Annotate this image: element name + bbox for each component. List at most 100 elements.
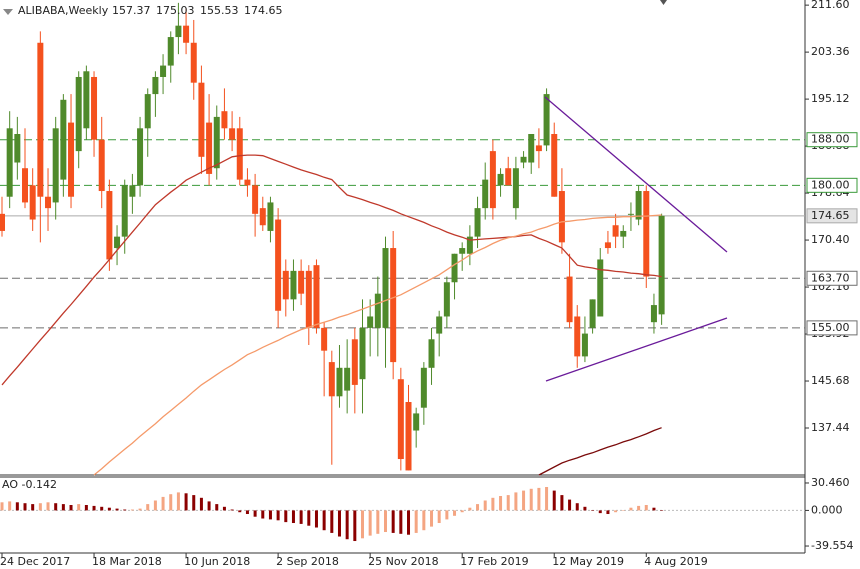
ao-bar (399, 510, 403, 534)
ao-bar (376, 510, 380, 534)
ao-bar (591, 510, 595, 511)
candle-body (190, 42, 197, 83)
candle-body (436, 316, 443, 334)
candle-body (344, 367, 351, 391)
ao-tick-label: -39.554 (811, 539, 853, 552)
x-tick-label: 17 Feb 2019 (460, 555, 528, 568)
candle-body (390, 248, 397, 363)
ao-bar (61, 504, 65, 511)
candle-body (367, 316, 374, 328)
ao-bar (652, 507, 656, 511)
candle-body (267, 202, 274, 231)
candle-body (643, 191, 650, 277)
ao-bar (468, 507, 472, 511)
ao-bar (299, 510, 303, 524)
candle-body (0, 213, 5, 231)
ao-bar (245, 510, 249, 515)
ao-bar (637, 505, 641, 511)
ohlc-close: 174.65 (244, 4, 283, 17)
ao-bar (552, 490, 556, 511)
candle-body (167, 37, 174, 66)
candle-body (305, 270, 312, 328)
ao-bar (491, 497, 495, 511)
y-tick-label: 195.12 (811, 92, 850, 105)
candle-body (604, 242, 611, 249)
candle-body (244, 179, 251, 186)
candle-body (474, 208, 481, 237)
candle-body (229, 128, 236, 140)
ao-bar (176, 492, 180, 511)
ao-bar (115, 508, 119, 511)
ao-bar (192, 495, 196, 511)
ao-bar (284, 510, 288, 523)
candle-body (321, 327, 328, 351)
ao-tick-label: 30.460 (811, 476, 850, 489)
candle-body (482, 179, 489, 209)
candle-body (359, 327, 366, 380)
candle-body (37, 42, 44, 197)
candle-body (275, 219, 282, 311)
ao-bar (360, 510, 364, 539)
x-tick-label: 24 Dec 2017 (0, 555, 70, 568)
current-price-box (806, 208, 858, 224)
ao-bar (368, 510, 372, 536)
x-tick-label: 12 May 2019 (552, 555, 624, 568)
ao-tick-label: 0.000 (811, 503, 843, 516)
candle-body (290, 270, 297, 300)
y-tick-label: 170.40 (811, 233, 850, 246)
candle-body (75, 76, 82, 152)
ao-bar (23, 503, 27, 511)
ma-line (93, 214, 662, 476)
candle-body (68, 122, 75, 197)
candle-body (152, 76, 159, 95)
candle-body (213, 116, 220, 169)
candle-body (528, 134, 535, 163)
ao-bar (629, 507, 633, 511)
ao-bar (568, 499, 572, 511)
candle-body (551, 134, 558, 197)
candle-body (83, 71, 90, 129)
candle-body (29, 185, 36, 220)
ao-bar (31, 504, 35, 511)
ao-bar (407, 510, 411, 535)
candle-body (543, 94, 550, 146)
ao-bar (353, 510, 357, 542)
ao-bar (54, 503, 58, 511)
ao-bar (184, 493, 188, 511)
candle-body (535, 145, 542, 152)
ao-bar (207, 501, 211, 511)
ao-bar (107, 507, 111, 511)
trend-line (545, 317, 728, 382)
candle-body (328, 362, 335, 397)
ao-bar (430, 510, 434, 527)
candle-body (221, 111, 228, 129)
level-label: 155.00 (811, 321, 850, 334)
marker (660, 0, 667, 5)
ao-bar (384, 510, 387, 533)
ao-bar (146, 504, 150, 511)
ao-bar (483, 500, 487, 511)
candle-body (374, 293, 381, 328)
candle-body (206, 122, 213, 174)
x-tick-label: 2 Sep 2018 (276, 555, 339, 568)
ao-bar (575, 503, 579, 511)
ao-bar (291, 510, 295, 524)
plot-area (0, 2, 805, 476)
ao-bar (644, 505, 648, 511)
ao-bar (560, 495, 564, 511)
candle-body (466, 236, 473, 254)
ao-bar (598, 510, 602, 514)
ma-line (1, 154, 662, 386)
ao-name: AO (2, 478, 18, 491)
ao-bar (77, 504, 81, 511)
x-tick-label: 18 Mar 2018 (92, 555, 162, 568)
ao-bar (84, 505, 88, 511)
candle-body (658, 215, 665, 315)
chart-title: ALIBABA,Weekly (18, 4, 109, 17)
level-box (806, 270, 858, 286)
ao-bar (322, 510, 326, 531)
candle-body (6, 128, 13, 197)
candle-body (520, 156, 527, 163)
ao-bar (253, 510, 257, 517)
candle-body (612, 225, 619, 237)
